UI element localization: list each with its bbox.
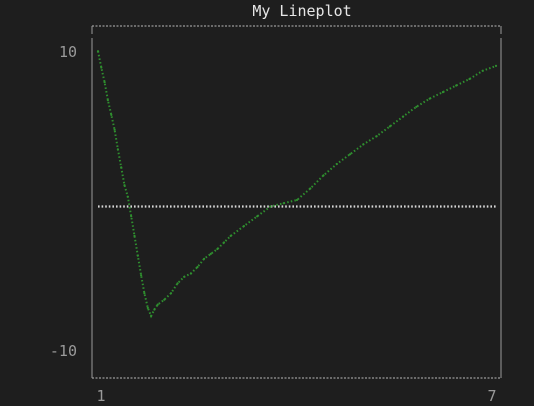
data-point [256, 215, 259, 218]
data-point [133, 234, 136, 237]
data-point [269, 205, 272, 208]
series-line [97, 51, 497, 319]
data-point [123, 184, 126, 187]
data-point [375, 135, 378, 138]
data-point [176, 282, 179, 285]
data-point [349, 153, 352, 156]
data-point [388, 125, 391, 128]
chart-title: My Lineplot [252, 2, 351, 20]
data-point [335, 162, 338, 166]
data-point [203, 257, 206, 260]
data-point [282, 202, 285, 205]
y-tick-label-top: 10 [59, 43, 77, 61]
data-series-line [96, 50, 498, 319]
data-point [116, 148, 119, 151]
data-point [455, 84, 458, 87]
data-point [468, 77, 471, 81]
data-point [130, 215, 133, 218]
data-point [481, 69, 484, 72]
data-point [103, 81, 106, 84]
x-tick-label-right: 7 [487, 387, 496, 405]
data-point [150, 314, 153, 318]
y-tick-label-bottom: -10 [50, 342, 77, 360]
data-point [146, 306, 149, 309]
data-point [143, 292, 146, 295]
data-point [100, 66, 103, 69]
data-point [216, 247, 219, 251]
data-point [428, 97, 431, 100]
data-point [96, 50, 100, 53]
data-point [309, 187, 312, 190]
data-point [169, 292, 173, 295]
data-point [362, 143, 365, 146]
data-point [242, 225, 245, 228]
data-point [110, 113, 113, 116]
data-point [295, 198, 299, 202]
data-point [106, 99, 109, 102]
data-point [494, 64, 498, 67]
data-point [322, 174, 325, 177]
data-point [189, 272, 192, 275]
data-point [415, 105, 418, 108]
data-point [209, 252, 212, 255]
data-point [156, 303, 159, 306]
data-point [229, 234, 232, 237]
data-point [163, 298, 166, 301]
data-point [222, 241, 226, 244]
data-point [402, 115, 405, 118]
plot-frame [91, 25, 502, 379]
x-tick-label-left: 1 [96, 387, 105, 405]
data-point [441, 91, 444, 94]
data-point [113, 128, 116, 131]
data-point [196, 265, 199, 269]
data-point [140, 274, 143, 277]
data-point [126, 195, 129, 198]
data-point [120, 166, 123, 169]
data-point [136, 254, 139, 257]
data-point [153, 308, 156, 311]
data-point [183, 275, 186, 278]
